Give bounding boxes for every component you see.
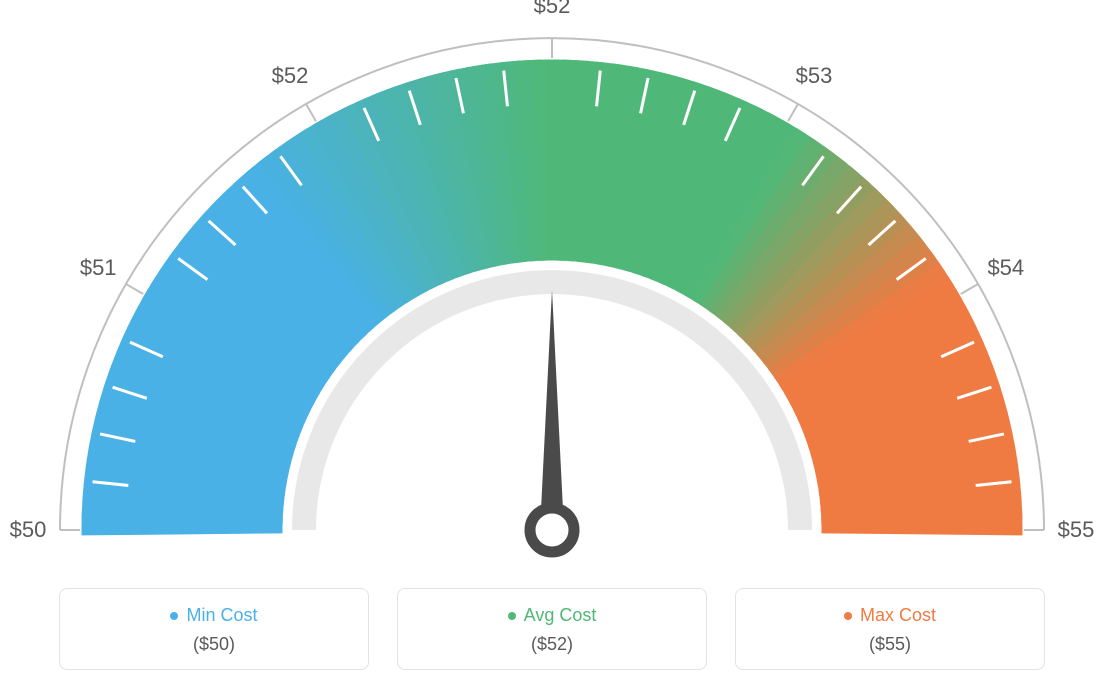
legend-card: Max Cost ($55) [735,588,1045,670]
gauge-needle-hub [530,508,574,552]
legend-value: ($50) [60,634,368,655]
tick-label: $53 [796,63,833,89]
tick-label: $54 [987,255,1024,281]
gauge-needle [540,290,564,530]
legend-label: Min Cost [186,605,257,626]
legend-card: Avg Cost ($52) [397,588,707,670]
legend-title: Max Cost [844,605,936,626]
major-tick [126,284,143,294]
major-tick [306,104,316,121]
legend-dot-icon [170,612,178,620]
tick-label: $52 [272,63,309,89]
legend-row: Min Cost ($50) Avg Cost ($52) Max Cost ($55) [0,588,1104,670]
legend-card: Min Cost ($50) [59,588,369,670]
tick-label: $51 [80,255,117,281]
tick-label: $55 [1058,517,1095,543]
legend-title: Avg Cost [508,605,597,626]
major-tick [788,104,798,121]
major-tick [961,284,978,294]
legend-value: ($55) [736,634,1044,655]
legend-dot-icon [508,612,516,620]
gauge-chart: $50 $51 $52 $52 $53 $54 $55 [0,0,1104,570]
gauge-svg [0,0,1104,570]
legend-value: ($52) [398,634,706,655]
legend-label: Avg Cost [524,605,597,626]
tick-label: $52 [534,0,571,19]
legend-dot-icon [844,612,852,620]
legend-title: Min Cost [170,605,257,626]
legend-label: Max Cost [860,605,936,626]
tick-label: $50 [10,517,47,543]
